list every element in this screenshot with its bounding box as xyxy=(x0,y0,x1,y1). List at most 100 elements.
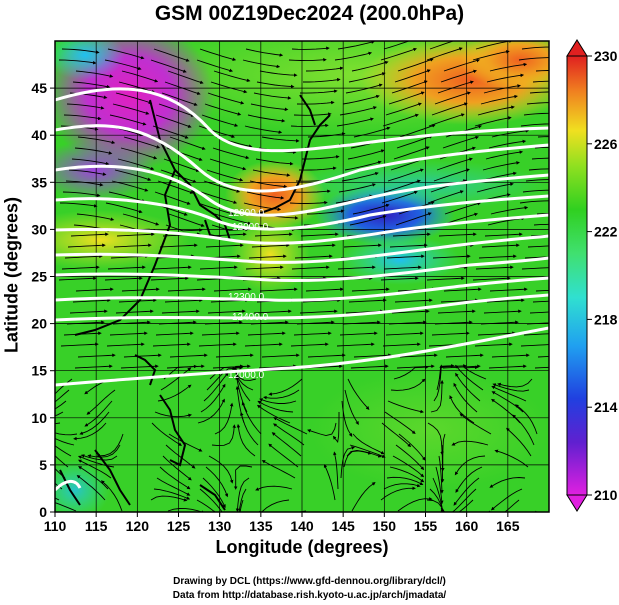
streamline xyxy=(207,309,246,314)
streamline xyxy=(533,223,549,226)
streamline xyxy=(483,309,522,314)
streamline xyxy=(393,365,429,380)
streamline xyxy=(261,136,300,143)
streamline xyxy=(387,168,424,182)
streamline xyxy=(345,83,383,94)
streamline xyxy=(77,459,112,479)
streamline xyxy=(344,389,359,425)
streamline xyxy=(109,331,148,336)
streamline xyxy=(169,353,208,358)
streamline xyxy=(247,114,286,123)
streamline xyxy=(58,276,97,281)
streamline xyxy=(273,417,308,435)
streamline xyxy=(381,422,412,448)
colorbar-scale xyxy=(566,55,588,496)
streamline xyxy=(206,169,244,182)
streamline xyxy=(160,169,197,183)
streamline xyxy=(463,365,487,380)
streamline xyxy=(86,389,116,415)
streamline xyxy=(100,480,123,512)
y-tick-label: 5 xyxy=(39,457,47,473)
streamline xyxy=(108,191,146,203)
streamline xyxy=(197,202,235,216)
streamline xyxy=(352,203,390,215)
streamline xyxy=(253,309,292,314)
streamline xyxy=(430,379,444,413)
streamline xyxy=(433,168,470,182)
streamline xyxy=(78,466,109,490)
streamline xyxy=(472,276,511,281)
streamline xyxy=(399,124,436,138)
streamline xyxy=(214,402,234,435)
streamline xyxy=(292,189,331,194)
streamline xyxy=(196,59,234,73)
streamline xyxy=(158,320,197,325)
streamline xyxy=(235,477,250,512)
streamline xyxy=(246,191,285,200)
wind-streamlines xyxy=(55,41,549,512)
streamline xyxy=(477,105,515,116)
streamline xyxy=(474,116,512,127)
streamline xyxy=(534,366,549,369)
streamline xyxy=(434,91,471,105)
streamline xyxy=(257,400,294,413)
x-tick-label: 115 xyxy=(85,518,108,534)
streamline xyxy=(154,191,191,205)
streamline xyxy=(210,81,248,94)
streamline xyxy=(155,114,192,128)
streamline xyxy=(205,466,229,498)
streamline xyxy=(445,353,484,358)
streamline xyxy=(486,73,525,83)
streamline xyxy=(248,254,287,259)
streamline xyxy=(386,476,424,486)
streamline xyxy=(72,298,111,303)
streamline xyxy=(58,59,97,65)
streamline xyxy=(390,378,426,391)
streamline xyxy=(486,298,525,303)
streamline xyxy=(161,309,200,314)
streamline xyxy=(323,463,336,501)
streamline xyxy=(529,91,549,94)
streamline xyxy=(241,401,262,435)
streamline xyxy=(199,48,237,61)
streamline xyxy=(202,477,226,508)
streamline xyxy=(436,363,455,391)
streamline xyxy=(66,103,105,110)
streamline xyxy=(351,60,389,72)
colorbar-tick-label: 214 xyxy=(594,399,618,415)
streamline xyxy=(393,146,430,160)
streamline xyxy=(443,287,482,292)
y-tick-label: 45 xyxy=(31,80,47,96)
y-tick-label: 30 xyxy=(31,221,47,237)
streamline xyxy=(252,169,291,177)
streamline xyxy=(388,320,427,325)
streamline xyxy=(522,189,549,193)
streamline xyxy=(233,465,253,490)
streamline xyxy=(207,92,245,105)
y-tick-label: 40 xyxy=(31,127,47,143)
streamline xyxy=(389,243,428,248)
streamline xyxy=(59,202,98,208)
coastlines xyxy=(59,94,331,511)
streamline xyxy=(526,322,549,325)
streamline xyxy=(491,385,527,402)
colorbar-tick-label: 218 xyxy=(594,311,618,327)
streamline xyxy=(164,298,203,303)
streamline xyxy=(153,488,191,500)
x-tick-label: 140 xyxy=(290,518,314,534)
streamline xyxy=(489,62,528,72)
y-axis: 0 5 10 15 20 25 30 35 40 45 xyxy=(31,80,55,520)
streamline xyxy=(475,265,514,270)
streamline xyxy=(75,287,114,292)
streamline xyxy=(290,342,329,347)
height-contours xyxy=(55,87,549,492)
streamline xyxy=(255,485,293,491)
streamline xyxy=(478,254,517,259)
streamline xyxy=(353,353,392,358)
streamline xyxy=(386,254,425,259)
streamline xyxy=(523,333,549,336)
streamline xyxy=(388,91,425,105)
streamline xyxy=(394,298,433,303)
streamline xyxy=(120,147,158,160)
streamline xyxy=(343,243,382,248)
